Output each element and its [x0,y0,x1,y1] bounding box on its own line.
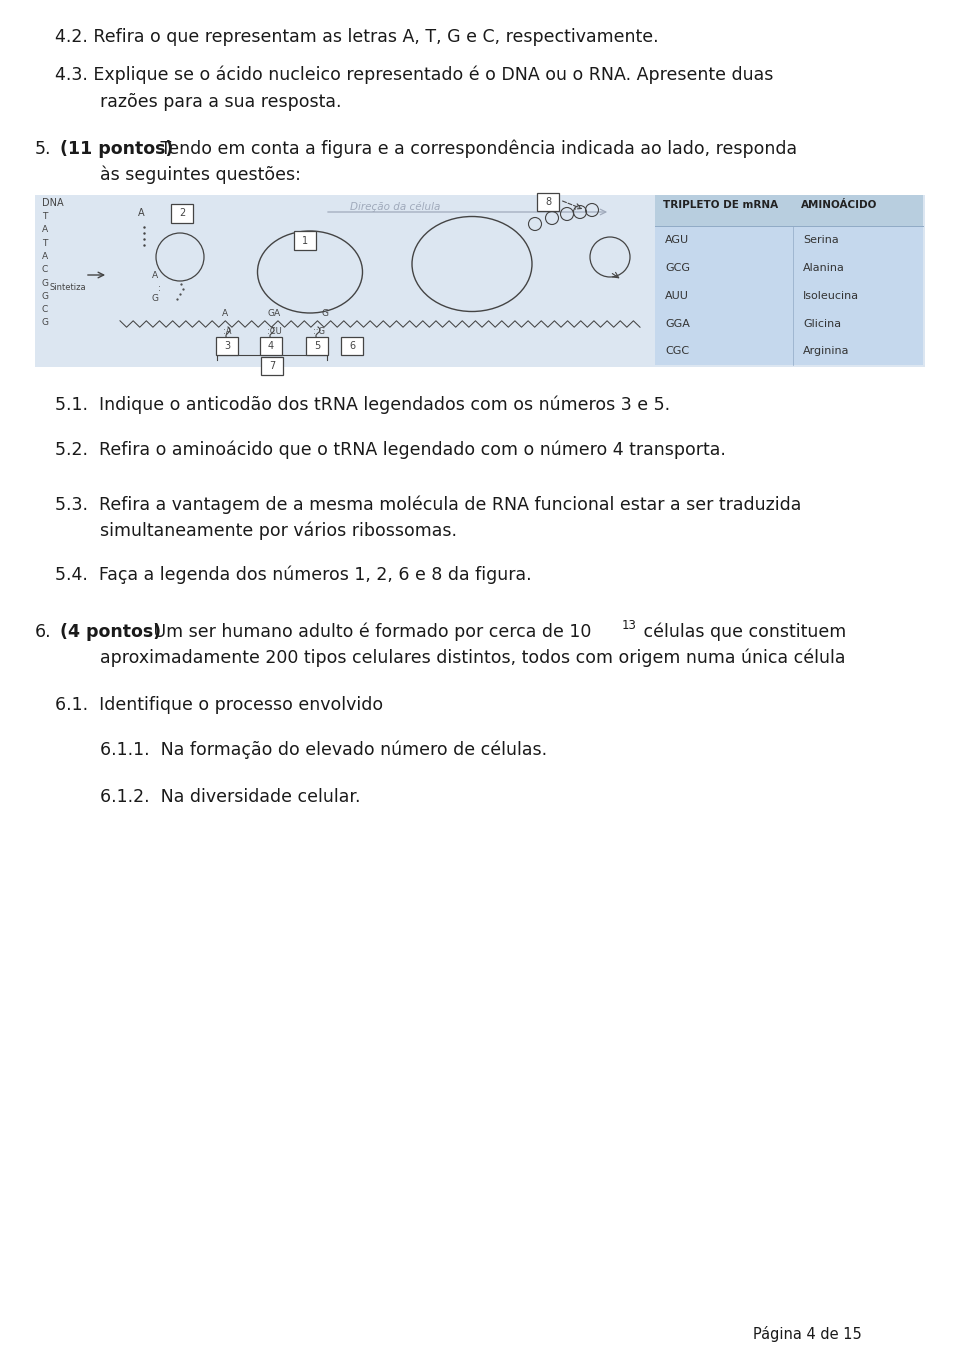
Text: 5.1.  Indique o anticodão dos tRNA legendados com os números 3 e 5.: 5.1. Indique o anticodão dos tRNA legend… [55,395,670,414]
FancyBboxPatch shape [294,232,316,251]
Text: G: G [322,309,329,317]
Text: A: A [42,252,48,262]
Text: 5.4.  Faça a legenda dos números 1, 2, 6 e 8 da figura.: 5.4. Faça a legenda dos números 1, 2, 6 … [55,565,532,584]
Text: A: A [138,208,145,218]
Text: 6: 6 [348,340,355,351]
Text: A: A [222,309,228,317]
FancyBboxPatch shape [306,336,328,355]
Text: G: G [152,294,159,302]
Text: GGA: GGA [665,319,690,328]
Text: Arginina: Arginina [803,346,850,357]
Text: 4: 4 [268,340,274,351]
Text: TRIPLETO DE mRNA: TRIPLETO DE mRNA [663,200,779,210]
Text: 6.1.2.  Na diversidade celular.: 6.1.2. Na diversidade celular. [100,789,361,806]
Text: T: T [42,238,47,248]
Text: ::G: ::G [313,327,325,336]
Text: 8: 8 [545,197,551,207]
FancyBboxPatch shape [341,336,363,355]
Text: 5: 5 [314,340,320,351]
Text: Alanina: Alanina [803,263,845,272]
Text: C: C [42,305,48,315]
Text: 2: 2 [179,208,185,218]
Text: CGC: CGC [665,346,689,357]
Text: :: : [158,285,161,293]
Text: AMINOÁCIDO: AMINOÁCIDO [801,200,877,210]
Text: :A: :A [223,327,231,336]
Text: GA: GA [268,309,281,317]
Text: :CU: :CU [267,327,281,336]
Text: razões para a sua resposta.: razões para a sua resposta. [100,93,342,110]
FancyBboxPatch shape [655,195,923,226]
Text: aproximadamente 200 tipos celulares distintos, todos com origem numa única célul: aproximadamente 200 tipos celulares dist… [100,648,846,667]
Text: 6.1.  Identifique o processo envolvido: 6.1. Identifique o processo envolvido [55,696,383,714]
Text: T: T [42,212,47,221]
FancyBboxPatch shape [216,336,238,355]
Text: Tendo em conta a figura e a correspondência indicada ao lado, responda: Tendo em conta a figura e a correspondên… [155,139,797,158]
Text: G: G [42,278,49,287]
FancyBboxPatch shape [171,204,193,223]
FancyBboxPatch shape [537,193,559,211]
Text: AGU: AGU [665,236,689,245]
Text: Página 4 de 15: Página 4 de 15 [754,1327,862,1342]
Text: Isoleucina: Isoleucina [803,291,859,301]
Text: G: G [42,319,49,327]
FancyBboxPatch shape [260,336,282,355]
Text: Sintetiza: Sintetiza [50,283,86,291]
Text: 5.: 5. [35,140,52,158]
Text: às seguintes questões:: às seguintes questões: [100,166,300,184]
Text: 1: 1 [302,236,308,245]
Text: Serina: Serina [803,236,839,245]
Text: 3: 3 [224,340,230,351]
Text: A: A [152,271,158,281]
Text: 5.3.  Refira a vantagem de a mesma molécula de RNA funcional estar a ser traduzi: 5.3. Refira a vantagem de a mesma molécu… [55,496,802,513]
Text: 6.1.1.  Na formação do elevado número de células.: 6.1.1. Na formação do elevado número de … [100,741,547,759]
Text: C: C [42,266,48,274]
Text: (4 pontos): (4 pontos) [60,622,161,642]
Text: AUU: AUU [665,291,689,301]
FancyBboxPatch shape [655,195,923,365]
FancyBboxPatch shape [35,195,925,366]
Text: G: G [42,291,49,301]
Text: 4.3. Explique se o ácido nucleico representado é o DNA ou o RNA. Apresente duas: 4.3. Explique se o ácido nucleico repres… [55,65,774,84]
Text: simultaneamente por vários ribossomas.: simultaneamente por vários ribossomas. [100,522,457,539]
Text: 7: 7 [269,361,276,370]
Text: 5.2.  Refira o aminoácido que o tRNA legendado com o número 4 transporta.: 5.2. Refira o aminoácido que o tRNA lege… [55,440,726,459]
Text: 13: 13 [622,618,636,632]
Text: A: A [42,225,48,234]
FancyBboxPatch shape [261,357,283,375]
Text: (11 pontos): (11 pontos) [60,140,174,158]
Text: células que constituem: células que constituem [638,622,847,642]
Text: 6.: 6. [35,622,52,642]
Text: 4.2. Refira o que representam as letras A, T, G e C, respectivamente.: 4.2. Refira o que representam as letras … [55,29,659,46]
Text: Glicina: Glicina [803,319,841,328]
Text: Um ser humano adulto é formado por cerca de 10: Um ser humano adulto é formado por cerca… [148,622,591,642]
Text: Direção da célula: Direção da célula [350,202,441,212]
Text: GCG: GCG [665,263,690,272]
Text: DNA: DNA [42,197,63,208]
